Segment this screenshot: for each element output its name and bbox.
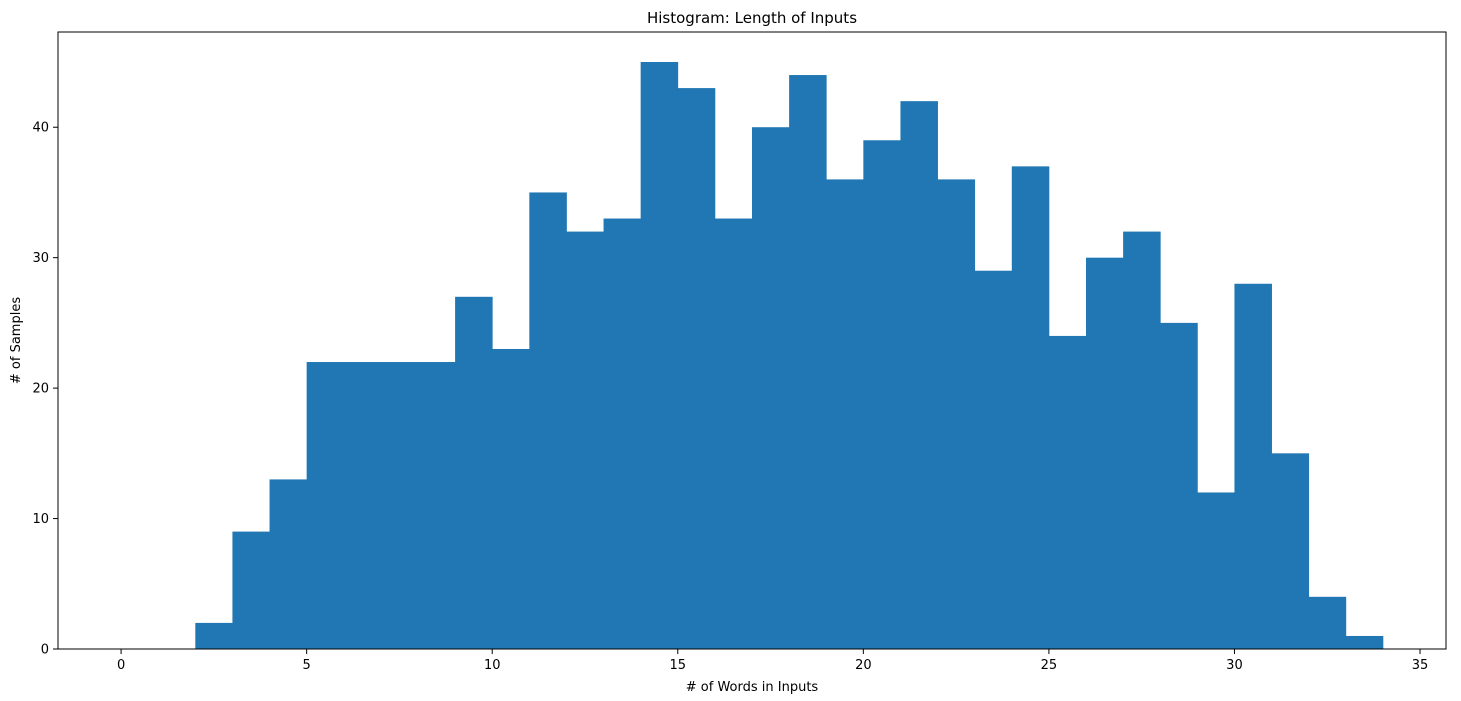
histogram-bar xyxy=(974,270,1013,649)
histogram-bar xyxy=(603,218,642,649)
x-tick-label: 5 xyxy=(303,658,311,673)
y-axis-ticks: 0 10 20 30 40 xyxy=(32,121,58,658)
histogram-bar xyxy=(826,179,864,649)
histogram-bar xyxy=(343,362,382,649)
bars-group xyxy=(195,62,1384,650)
histogram-bar xyxy=(1011,166,1050,650)
x-tick-label: 10 xyxy=(484,658,501,673)
y-tick-label: 40 xyxy=(32,121,49,136)
histogram-bar xyxy=(900,101,938,649)
histogram-bar xyxy=(752,127,790,650)
histogram-bar xyxy=(380,362,419,649)
histogram-bar xyxy=(937,179,976,649)
histogram-bar xyxy=(1345,635,1384,649)
histogram-bar xyxy=(566,231,604,649)
y-axis-label: # of Samples xyxy=(9,297,24,384)
histogram-bar xyxy=(1308,596,1347,649)
histogram-bar xyxy=(789,75,827,650)
histogram-bar xyxy=(232,531,270,649)
y-tick-label: 20 xyxy=(32,382,49,397)
y-tick-label: 30 xyxy=(32,251,49,266)
histogram-bar xyxy=(492,348,530,649)
x-tick-label: 20 xyxy=(855,658,872,673)
histogram-bar xyxy=(714,218,753,649)
histogram-bar xyxy=(1048,335,1087,649)
histogram-bar xyxy=(195,622,233,649)
y-tick-label: 10 xyxy=(32,512,49,527)
plot-frame xyxy=(57,31,1447,650)
x-tick-label: 15 xyxy=(670,658,687,673)
x-tick-label: 30 xyxy=(1226,658,1243,673)
histogram-bar xyxy=(455,296,493,649)
x-tick-label: 0 xyxy=(117,658,125,673)
histogram-bar xyxy=(1234,283,1272,649)
x-tick-label: 35 xyxy=(1412,658,1429,673)
histogram-bar xyxy=(863,140,901,649)
x-axis-ticks: 0 5 10 15 20 25 30 35 xyxy=(117,649,1428,673)
chart-title: Histogram: Length of Inputs xyxy=(647,9,857,27)
histogram-bar xyxy=(1197,492,1235,649)
histogram-bar xyxy=(529,192,567,649)
histogram-bar xyxy=(677,88,716,650)
x-axis-label: # of Words in Inputs xyxy=(686,680,819,695)
histogram-bar xyxy=(1271,453,1310,649)
y-tick-label: 0 xyxy=(41,643,49,658)
histogram-bar xyxy=(306,362,345,649)
histogram-bar xyxy=(417,362,456,649)
histogram-bar xyxy=(1123,231,1161,649)
histogram-bar xyxy=(269,479,308,649)
histogram-bar xyxy=(1160,322,1198,649)
x-tick-label: 25 xyxy=(1041,658,1058,673)
histogram-bar xyxy=(1086,257,1124,649)
histogram-bar xyxy=(640,62,679,649)
